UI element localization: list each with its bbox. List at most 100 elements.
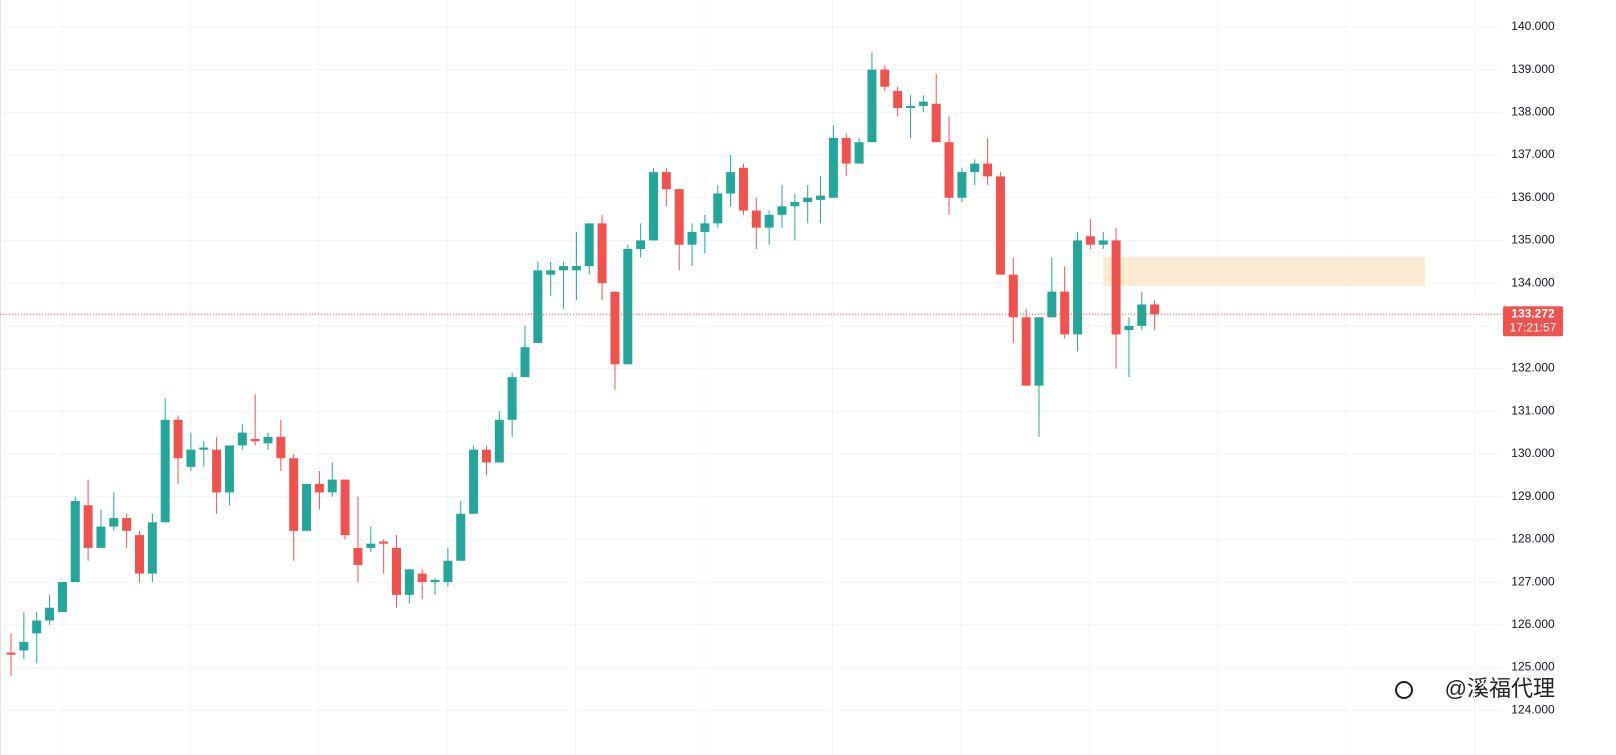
y-tick-label: 128.000 bbox=[1511, 532, 1555, 546]
candle-body bbox=[1111, 240, 1121, 335]
candle-body bbox=[32, 620, 42, 634]
candle-body bbox=[918, 101, 928, 106]
countdown: 17:21:57 bbox=[1510, 320, 1557, 334]
y-tick-label: 140.000 bbox=[1511, 19, 1555, 33]
candle-body bbox=[456, 513, 466, 561]
candle-body bbox=[481, 449, 491, 463]
candle-body bbox=[1047, 291, 1057, 318]
candle-body bbox=[931, 103, 941, 143]
candle-body bbox=[661, 172, 671, 190]
candle-body bbox=[726, 172, 736, 194]
y-tick-label: 136.000 bbox=[1511, 190, 1555, 204]
candle-body bbox=[1073, 240, 1083, 335]
candle-body bbox=[533, 270, 543, 343]
candle-body bbox=[983, 163, 993, 177]
candle-body bbox=[713, 193, 723, 224]
candle-body bbox=[57, 582, 67, 612]
y-tick-label: 134.000 bbox=[1511, 275, 1555, 289]
candle-body bbox=[160, 419, 170, 523]
candle-body bbox=[764, 214, 774, 228]
candle-body bbox=[828, 137, 838, 198]
candle-body bbox=[19, 641, 29, 651]
candle-body bbox=[944, 142, 954, 198]
y-tick-label: 131.000 bbox=[1511, 403, 1555, 417]
y-tick-label: 137.000 bbox=[1511, 147, 1555, 161]
y-tick-label: 129.000 bbox=[1511, 489, 1555, 503]
candle-body bbox=[970, 163, 980, 173]
candle-body bbox=[995, 176, 1005, 275]
candle-body bbox=[1034, 317, 1044, 386]
candle-body bbox=[289, 458, 299, 531]
candle-body bbox=[559, 266, 569, 271]
candle-body bbox=[1085, 236, 1095, 245]
candle-body bbox=[751, 210, 761, 228]
candle-body bbox=[1021, 317, 1031, 386]
candle-body bbox=[392, 547, 401, 595]
candle-body bbox=[494, 419, 504, 463]
y-tick-label: 132.000 bbox=[1511, 361, 1555, 375]
candle-body bbox=[340, 479, 350, 536]
candle-body bbox=[546, 270, 556, 275]
candle-body bbox=[314, 483, 324, 493]
watermark-icon bbox=[1395, 681, 1413, 699]
candle-body bbox=[957, 172, 967, 198]
candle-body bbox=[250, 439, 260, 442]
candle-body bbox=[237, 432, 247, 446]
candle-body bbox=[867, 69, 877, 143]
candle-body bbox=[430, 579, 440, 583]
candle-body bbox=[199, 447, 209, 450]
candle-body bbox=[1137, 304, 1147, 326]
y-tick-label: 130.000 bbox=[1511, 446, 1555, 460]
candle-body bbox=[597, 223, 607, 284]
y-tick-label: 138.000 bbox=[1511, 104, 1555, 118]
candle-body bbox=[880, 69, 890, 87]
candle-body bbox=[777, 206, 787, 215]
candle-body bbox=[854, 142, 864, 164]
candle-body bbox=[636, 240, 646, 249]
candle-body bbox=[571, 266, 581, 271]
candle-body bbox=[302, 483, 312, 531]
candle-body bbox=[224, 445, 234, 493]
candle-body bbox=[353, 547, 363, 566]
candle-body bbox=[584, 223, 594, 267]
candle-body bbox=[417, 573, 427, 583]
candle-body bbox=[738, 167, 748, 211]
y-tick-label: 126.000 bbox=[1511, 617, 1555, 631]
candle-body bbox=[790, 202, 800, 207]
candle-body bbox=[610, 291, 620, 365]
candle-body bbox=[1060, 291, 1070, 335]
y-tick-label: 125.000 bbox=[1511, 660, 1555, 674]
candle-body bbox=[109, 518, 119, 527]
candle-body bbox=[327, 479, 337, 493]
candle-body bbox=[1008, 274, 1018, 318]
y-tick-label: 139.000 bbox=[1511, 62, 1555, 76]
candle-body bbox=[263, 436, 273, 444]
candle-body bbox=[906, 105, 915, 109]
candle-body bbox=[520, 347, 530, 378]
candle-body bbox=[135, 535, 144, 574]
candle-body bbox=[469, 449, 479, 514]
candle-body bbox=[186, 449, 196, 467]
y-tick-label: 124.000 bbox=[1511, 702, 1555, 716]
candle-body bbox=[122, 518, 132, 531]
candle-body bbox=[83, 505, 93, 548]
candle-body bbox=[893, 90, 903, 109]
candle-body bbox=[1124, 325, 1134, 331]
candle-body bbox=[803, 197, 813, 203]
last-price-label: 133.272 bbox=[1511, 306, 1555, 320]
candle-body bbox=[841, 137, 851, 164]
candle-body bbox=[1150, 304, 1160, 315]
candle-body bbox=[45, 607, 55, 621]
zone bbox=[1103, 256, 1425, 287]
candle-body bbox=[366, 543, 376, 548]
candle-body bbox=[96, 526, 106, 548]
candle-body bbox=[173, 419, 183, 459]
candle-body bbox=[623, 248, 633, 365]
candle-body bbox=[700, 223, 710, 232]
candle-body bbox=[147, 522, 157, 574]
watermark: @溪福代理 bbox=[1445, 676, 1555, 701]
y-tick-label: 127.000 bbox=[1511, 574, 1555, 588]
candle-body bbox=[379, 541, 389, 544]
